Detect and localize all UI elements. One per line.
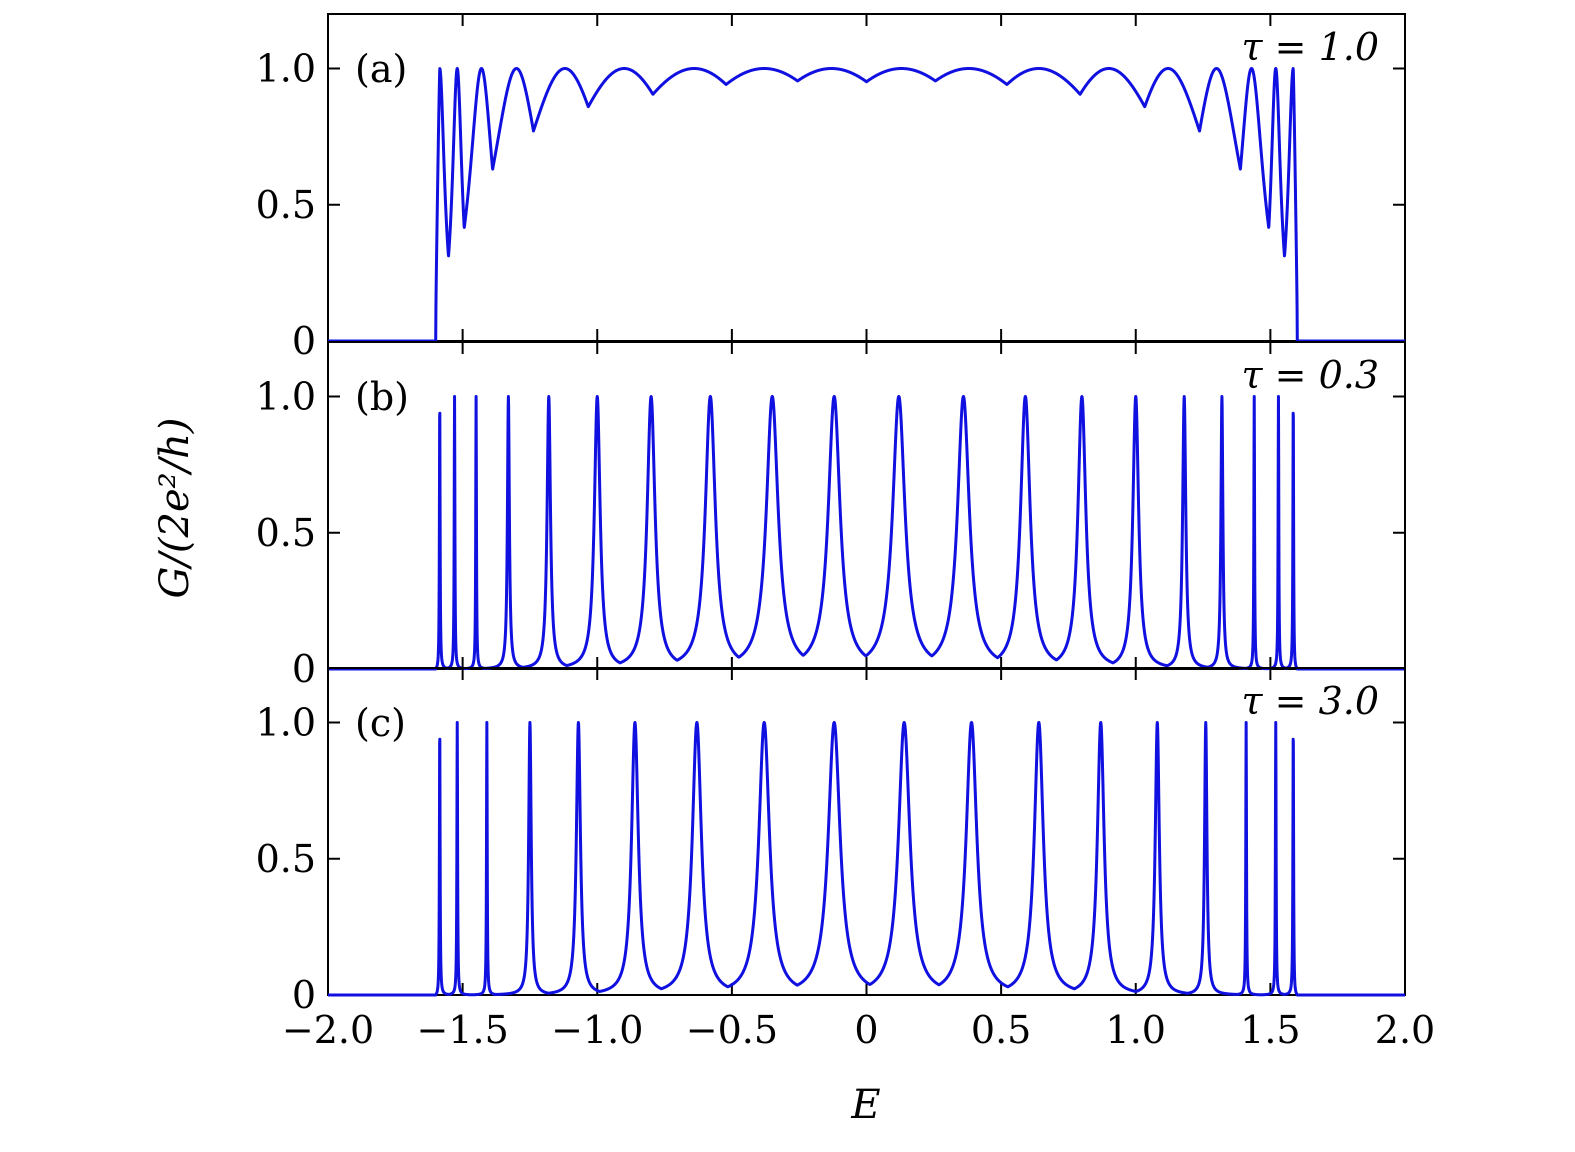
panel-label: (b) [355,375,409,419]
x-axis-label: E [850,1082,880,1128]
y-tick-label: 0.5 [256,511,316,555]
x-tick-labels: −2.0 −1.5 −1.0 −0.5 0 0.5 1.0 1.5 2.0 [282,1008,1435,1052]
y-tick-label: 0.5 [256,837,316,881]
y-tick-label: 1.0 [256,701,316,745]
panel-label: (c) [355,701,406,745]
y-tick-label: 0 [292,973,316,1017]
panel-label: (a) [355,47,407,91]
x-tick-label: 0 [854,1008,878,1052]
panel-2: 0 0.5 1.0 (b) τ = 0.3 [256,341,1407,691]
conductance-curve [326,721,1407,997]
x-tick-label: −1.5 [416,1008,508,1052]
conductance-curve [326,67,1407,343]
panels: 0 0.5 1.0 (a) τ = 1.0 0 0.5 1.0 (b) τ = 0.3 0 0.5 1.… [256,13,1407,1017]
x-tick-label: 1.5 [1240,1008,1300,1052]
y-tick-label: 1.0 [256,375,316,419]
x-tick-label: −0.5 [686,1008,778,1052]
x-tick-label: 2.0 [1375,1008,1435,1052]
x-tick-label: 1.0 [1106,1008,1166,1052]
tau-annotation: τ = 1.0 [1242,25,1379,69]
tau-annotation: τ = 0.3 [1242,353,1379,397]
panel-3: 0 0.5 1.0 (c) τ = 3.0 [256,667,1407,1017]
tau-annotation: τ = 3.0 [1242,679,1379,723]
panel-1: 0 0.5 1.0 (a) τ = 1.0 [256,13,1407,363]
y-tick-label: 1.0 [256,47,316,91]
x-tick-label: −2.0 [282,1008,374,1052]
y-axis-label: G/(2e²/h) [152,417,198,598]
conductance-curve [326,395,1407,671]
x-tick-label: 0.5 [971,1008,1031,1052]
y-tick-label: 0 [292,319,316,363]
x-tick-label: −1.0 [551,1008,643,1052]
y-tick-label: 0.5 [256,183,316,227]
y-tick-label: 0 [292,647,316,691]
